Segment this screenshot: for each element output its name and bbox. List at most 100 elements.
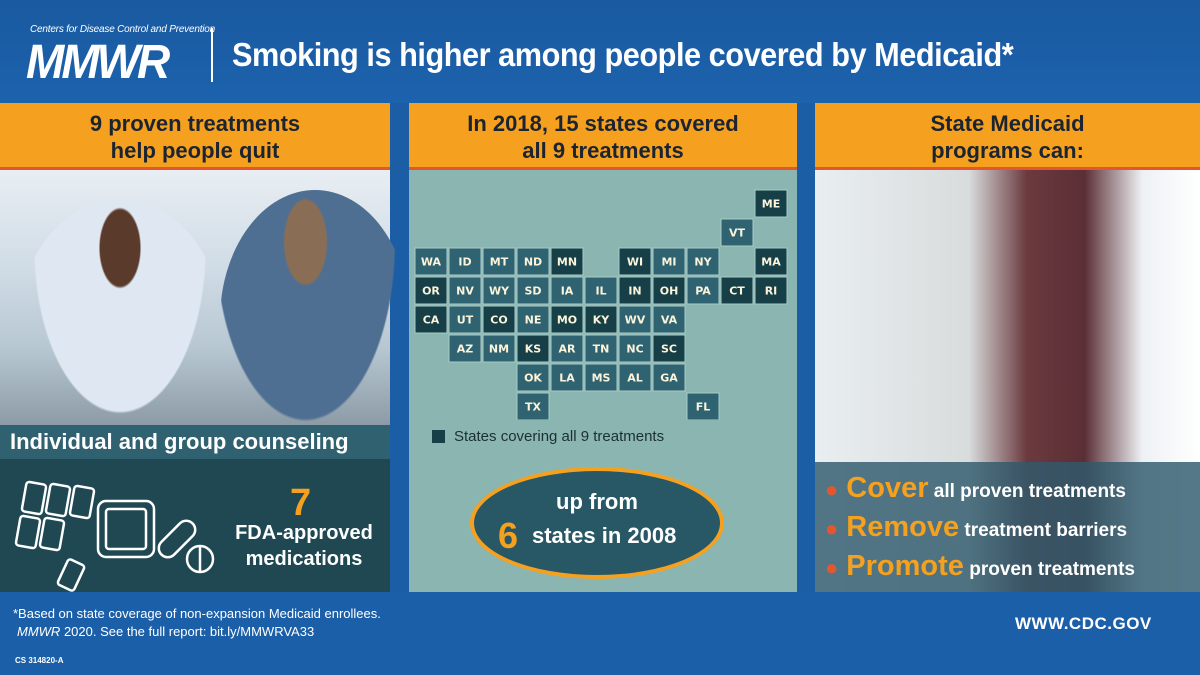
- state-tile: [550, 247, 584, 276]
- state-label: VA: [661, 314, 678, 327]
- state-ks: KS: [516, 334, 550, 363]
- state-ok: OK: [516, 363, 550, 392]
- state-tile: [652, 363, 686, 392]
- state-tile: [652, 276, 686, 305]
- state-fl: FL: [686, 392, 720, 420]
- state-label: WA: [421, 256, 442, 269]
- state-label: AR: [559, 343, 577, 356]
- header-divider: [211, 28, 213, 82]
- state-tile: [584, 305, 618, 334]
- state-label: KY: [593, 314, 611, 327]
- state-tile: [516, 334, 550, 363]
- state-tile: [686, 276, 720, 305]
- website-link[interactable]: WWW.CDC.GOV: [1015, 614, 1152, 633]
- state-label: GA: [660, 372, 678, 385]
- state-tile: [652, 334, 686, 363]
- state-label: ME: [762, 198, 780, 211]
- state-label: AL: [627, 372, 643, 385]
- state-label: LA: [559, 372, 575, 385]
- action-text: proven treatments: [969, 559, 1135, 580]
- state-tile: [516, 392, 550, 420]
- state-tile: [720, 218, 754, 247]
- pill-icon: [157, 519, 197, 559]
- state-tn: TN: [584, 334, 618, 363]
- state-ri: RI: [754, 276, 788, 305]
- nicotine-gum-icon: [14, 480, 96, 592]
- state-wi: WI: [618, 247, 652, 276]
- state-tile: [584, 276, 618, 305]
- doctor-patient-photo: [0, 170, 410, 450]
- journal-name: MMWR: [17, 624, 61, 639]
- state-al: AL: [618, 363, 652, 392]
- state-wv: WV: [618, 305, 652, 334]
- state-tile: [414, 305, 448, 334]
- state-tile: [516, 363, 550, 392]
- nicotine-patch-icon: [96, 499, 156, 559]
- header-banner: [0, 0, 1200, 103]
- fda-line1: FDA-approved: [235, 522, 373, 544]
- state-nm: NM: [482, 334, 516, 363]
- state-tile: [652, 305, 686, 334]
- citation: MMWR 2020. See the full report: bit.ly/M…: [17, 624, 314, 639]
- state-nv: NV: [448, 276, 482, 305]
- state-label: MI: [661, 256, 676, 269]
- state-sd: SD: [516, 276, 550, 305]
- counseling-label: Individual and group counseling: [0, 425, 390, 459]
- state-tile: [584, 334, 618, 363]
- action-keyword: Promote: [846, 550, 964, 582]
- state-ma: MA: [754, 247, 788, 276]
- state-tile: [720, 276, 754, 305]
- state-il: IL: [584, 276, 618, 305]
- state-tile: [754, 189, 788, 218]
- state-ct: CT: [720, 276, 754, 305]
- state-label: NY: [694, 256, 712, 269]
- state-tile: [550, 305, 584, 334]
- state-label: AZ: [457, 343, 474, 356]
- state-oh: OH: [652, 276, 686, 305]
- us-coverage-map: WA OR CA ID NV AZ MT WY UT CO NM ND SD NE KS OK TX MN IA MO…: [414, 189, 788, 420]
- state-label: RI: [765, 285, 778, 298]
- state-label: TX: [525, 401, 542, 414]
- state-ia: IA: [550, 276, 584, 305]
- state-tile: [618, 305, 652, 334]
- middle-heading-line2: all 9 treatments: [522, 138, 684, 163]
- state-ms: MS: [584, 363, 618, 392]
- state-tile: [686, 247, 720, 276]
- state-tile: [618, 247, 652, 276]
- state-tile: [618, 334, 652, 363]
- comparison-callout: up from 6 states in 2008: [470, 467, 724, 579]
- state-vt: VT: [720, 218, 754, 247]
- medications-panel: [0, 459, 390, 592]
- action-text: treatment barriers: [964, 520, 1128, 541]
- state-ga: GA: [652, 363, 686, 392]
- fda-line2: medications: [245, 548, 363, 570]
- action-keyword: Remove: [846, 511, 960, 543]
- state-label: SC: [661, 343, 677, 356]
- state-ar: AR: [550, 334, 584, 363]
- state-tile: [516, 276, 550, 305]
- state-label: VT: [729, 227, 746, 240]
- bullet-icon: ●: [825, 477, 839, 502]
- state-va: VA: [652, 305, 686, 334]
- right-heading: State Medicaid programs can:: [815, 103, 1200, 170]
- state-ca: CA: [414, 305, 448, 334]
- state-tile: [448, 247, 482, 276]
- state-label: CO: [490, 314, 507, 327]
- fda-medications-label: FDA-approved medications: [224, 520, 384, 572]
- state-mn: MN: [550, 247, 584, 276]
- state-label: FL: [696, 401, 711, 414]
- state-wy: WY: [482, 276, 516, 305]
- state-label: NV: [456, 285, 474, 298]
- footnote: *Based on state coverage of non-expansio…: [13, 606, 381, 621]
- state-tile: [618, 276, 652, 305]
- state-label: CA: [423, 314, 440, 327]
- action-item: ● Remove treatment barriers: [825, 511, 1200, 550]
- state-ut: UT: [448, 305, 482, 334]
- state-label: ID: [458, 256, 471, 269]
- report-link-text: 2020. See the full report: bit.ly/MMWRVA…: [60, 624, 315, 639]
- right-heading-line1: State Medicaid: [930, 111, 1085, 136]
- state-tile: [414, 247, 448, 276]
- state-tile: [482, 334, 516, 363]
- state-label: WI: [627, 256, 643, 269]
- state-tile: [482, 276, 516, 305]
